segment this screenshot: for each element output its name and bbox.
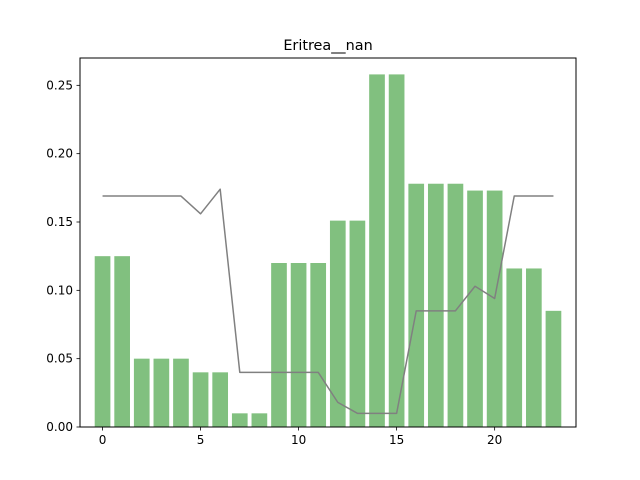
bar-9 <box>271 263 287 427</box>
bar-23 <box>545 310 562 427</box>
bar-15 <box>388 74 405 428</box>
y-axis-ticks: 0.00 0.05 0.10 0.15 0.20 0.25 <box>46 78 80 434</box>
line-group <box>102 188 554 415</box>
x-tick-label-0: 0 <box>99 433 107 447</box>
y-tick-label-0.1: 0.10 <box>46 283 73 297</box>
bar-14 <box>369 74 385 428</box>
bar-4 <box>173 358 189 427</box>
bar-7 <box>231 413 248 427</box>
y-tick-label-0: 0.00 <box>46 420 73 434</box>
bar-10 <box>290 263 307 427</box>
bar-0 <box>94 256 111 427</box>
y-tick-label-0.2: 0.20 <box>46 147 73 161</box>
bar-2 <box>133 358 150 427</box>
bar-22 <box>526 268 542 427</box>
y-tick-label-0.25: 0.25 <box>46 78 73 92</box>
axes-frame <box>79 57 577 428</box>
bar-21 <box>506 268 523 427</box>
series-line <box>102 188 554 415</box>
x-tick-label-5: 5 <box>197 433 205 447</box>
y-tick-label-0.15: 0.15 <box>46 215 73 229</box>
bar-20 <box>486 190 503 427</box>
x-tick-label-20: 20 <box>487 433 502 447</box>
x-tick-label-10: 10 <box>291 433 306 447</box>
bar-8 <box>251 413 268 427</box>
chart-title: Eritrea__nan <box>283 38 372 54</box>
bar-11 <box>310 263 327 427</box>
bar-1 <box>114 256 130 427</box>
x-axis-ticks: 0 5 10 15 20 <box>99 427 502 447</box>
bar-6 <box>212 372 229 427</box>
bars-group <box>94 74 562 428</box>
bar-12 <box>329 220 346 427</box>
bar-17 <box>427 183 444 427</box>
bar-16 <box>408 183 425 427</box>
x-tick-label-15: 15 <box>389 433 404 447</box>
y-tick-label-0.05: 0.05 <box>46 352 73 366</box>
bar-18 <box>447 183 464 427</box>
bar-3 <box>153 358 170 427</box>
bar-13 <box>349 220 366 427</box>
bar-19 <box>467 190 483 427</box>
bar-5 <box>192 372 209 427</box>
